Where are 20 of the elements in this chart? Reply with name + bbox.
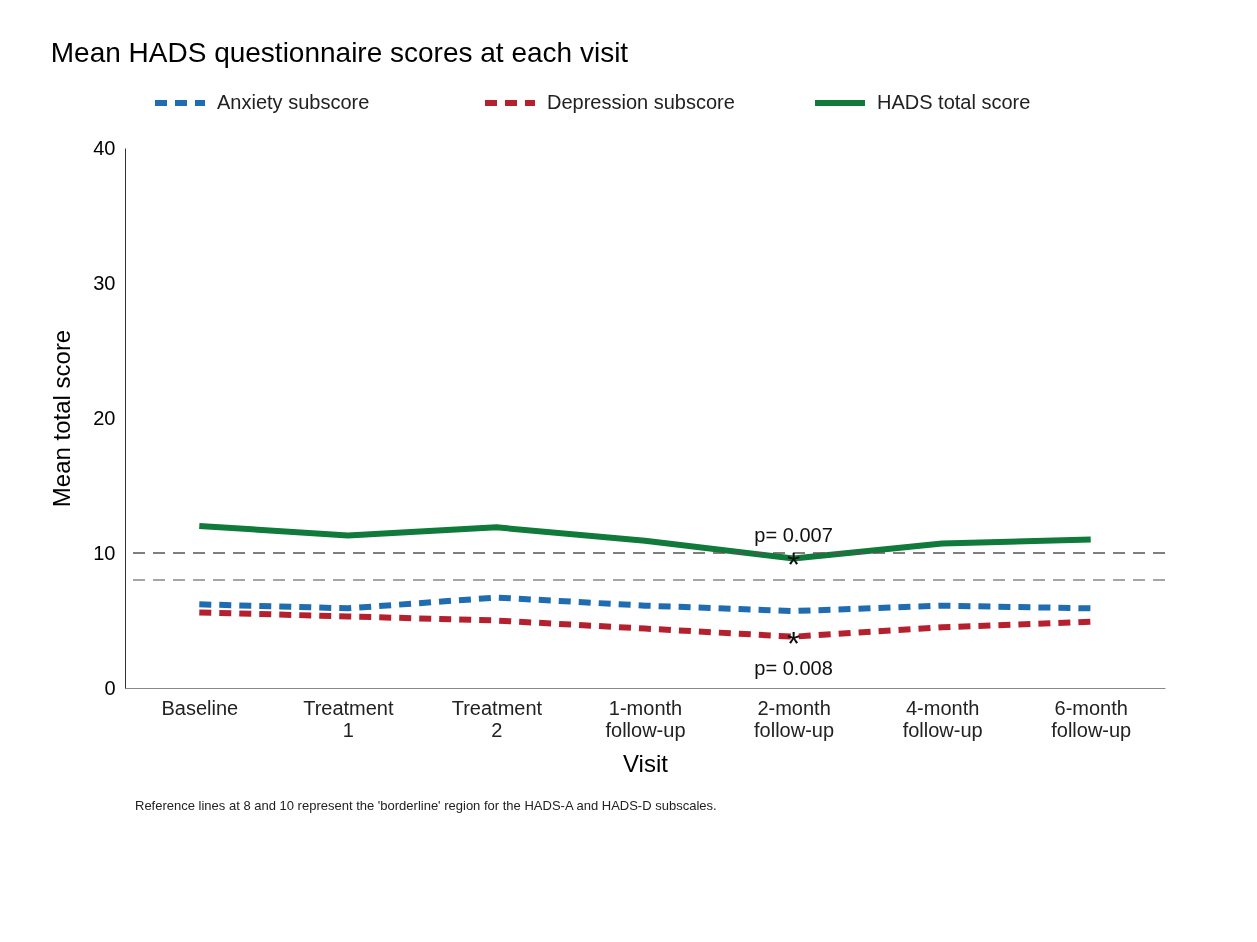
x-tick-label: 4-month follow-up: [902, 696, 983, 741]
y-tick-label: 40: [93, 136, 116, 159]
legend-label: Anxiety subscore: [217, 91, 370, 113]
y-tick-label: 0: [104, 676, 116, 699]
chart-title: Mean HADS questionnaire scores at each visit: [50, 37, 629, 68]
y-tick-label: 20: [93, 406, 116, 429]
legend-label: Depression subscore: [547, 91, 735, 113]
y-axis-title: Mean total score: [48, 329, 76, 508]
annotation: p= 0.007: [754, 524, 833, 547]
y-tick-label: 30: [93, 271, 116, 294]
text: Reference lines at 8 and 10 represent the 'borderline' region for the HADS-A and HADS-D subscales.: [135, 798, 717, 813]
x-tick-label: Baseline: [161, 696, 239, 719]
y-tick-label: 10: [93, 541, 116, 564]
x-tick-label: Treatment 1: [303, 696, 394, 741]
legend-label: HADS total score: [877, 91, 1031, 113]
x-tick-label: Treatment 2: [451, 696, 543, 741]
x-tick-label: 2-month follow-up: [754, 696, 835, 741]
x-tick-label: 6-month follow-up: [1051, 696, 1132, 741]
x-axis-title: Visit: [623, 749, 669, 777]
x-tick-label: 1-month follow-up: [605, 696, 686, 741]
